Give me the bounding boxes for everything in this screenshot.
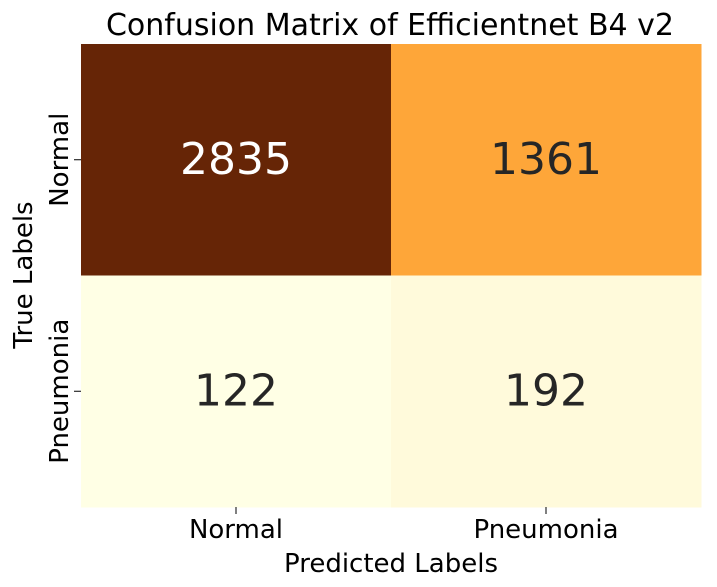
x-axis-ticks: Normal Pneumonia [189, 507, 619, 545]
heatmap-cell [81, 275, 392, 508]
cell-value-label: 192 [504, 365, 588, 416]
y-tick-label: Normal [45, 113, 75, 207]
cell-value-label: 2835 [180, 134, 292, 185]
cell-value-label: 122 [194, 365, 278, 416]
x-tick-label: Pneumonia [473, 515, 618, 545]
chart-title: Confusion Matrix of Efficientnet B4 v2 [106, 8, 674, 43]
y-axis-label: True Labels [9, 201, 39, 349]
heatmap-cells [81, 44, 702, 508]
cell-value-label: 1361 [490, 134, 602, 185]
x-tick-label: Normal [189, 515, 283, 545]
y-axis-ticks: Normal Pneumonia [45, 113, 81, 464]
y-tick-label: Pneumonia [45, 319, 75, 464]
cell-annotations: 2835 1361 122 192 [180, 134, 602, 417]
heatmap-cell [81, 44, 392, 276]
heatmap-cell [391, 275, 702, 508]
heatmap-cell [391, 44, 702, 276]
x-axis-label: Predicted Labels [284, 549, 498, 579]
